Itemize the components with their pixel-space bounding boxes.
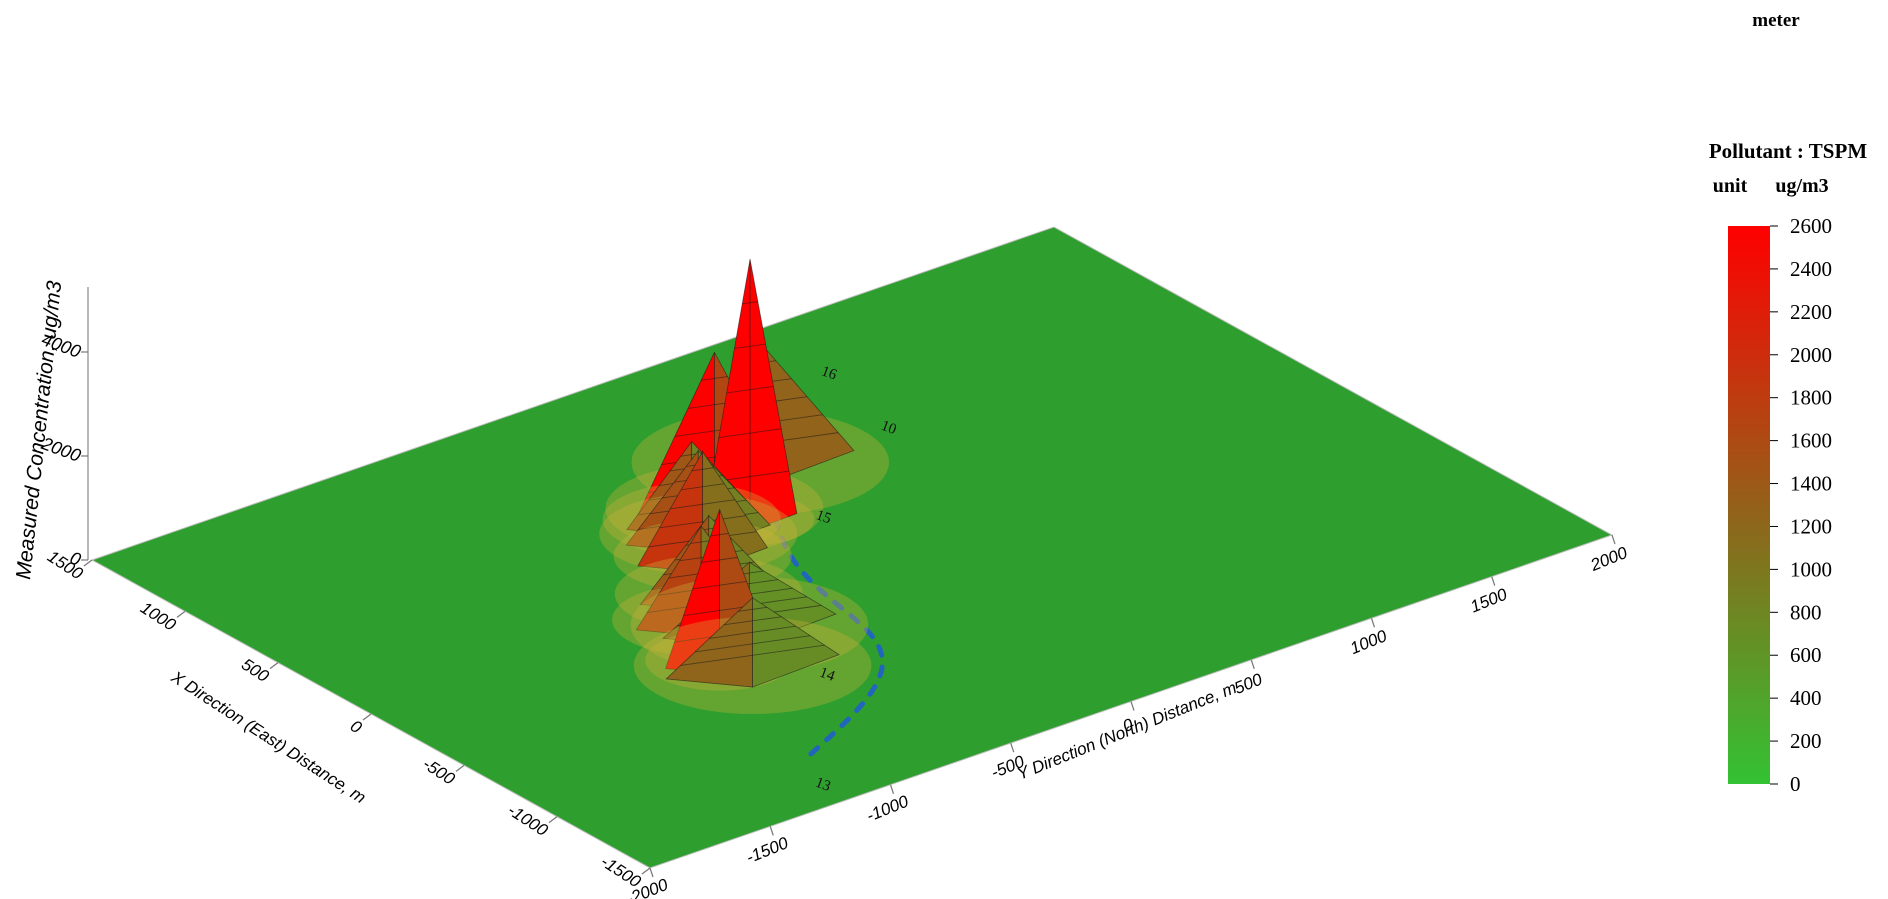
colorbar-tick-label: 1800 bbox=[1790, 386, 1832, 410]
y-tick-label: -1500 bbox=[743, 833, 791, 867]
colorbar-tick-label: 1000 bbox=[1790, 557, 1832, 581]
colorbar-tick-label: 2000 bbox=[1790, 343, 1832, 367]
y-tick-mark bbox=[1491, 576, 1496, 586]
receptor-labels: 13 14 15 10 16 bbox=[813, 363, 898, 795]
receptor-label: 14 bbox=[817, 665, 837, 685]
receptor-label: 10 bbox=[879, 418, 899, 438]
surface-peak bbox=[633, 596, 872, 715]
y-tick-mark bbox=[769, 826, 774, 836]
x-tick-mark bbox=[455, 764, 465, 772]
x-tick-mark bbox=[362, 713, 372, 721]
top-label: meter bbox=[1752, 10, 1800, 31]
colorbar-tick-label: 2200 bbox=[1790, 300, 1832, 324]
colorbar-tick-label: 400 bbox=[1790, 686, 1822, 710]
colorbar bbox=[1728, 226, 1770, 784]
colorbar-unit: ug/m3 bbox=[1775, 175, 1828, 197]
colorbar-ticks: 0 200 400 600 800 1000 1200 1400 1600 1800 2000 220… bbox=[1770, 214, 1832, 796]
y-tick-mark bbox=[1370, 618, 1376, 628]
colorbar-tick-label: 200 bbox=[1790, 729, 1822, 753]
y-tick-mark bbox=[1010, 742, 1015, 753]
y-tick-mark bbox=[1250, 659, 1255, 670]
colorbar-tick-label: 1200 bbox=[1790, 514, 1832, 538]
colorbar-tick-label: 2400 bbox=[1790, 257, 1832, 281]
x-tick-mark bbox=[641, 867, 651, 875]
colorbar-tick-label: 600 bbox=[1790, 643, 1822, 667]
colorbar-tick-label: 1400 bbox=[1790, 472, 1832, 496]
y-tick-label: -1000 bbox=[864, 791, 912, 825]
y-tick-mark bbox=[1130, 701, 1135, 711]
receptor-label: 15 bbox=[814, 507, 834, 527]
x-tick-mark bbox=[83, 559, 93, 567]
colorbar-unit-label: unit bbox=[1713, 175, 1748, 197]
x-tick-mark bbox=[269, 662, 279, 670]
y-tick-mark bbox=[649, 867, 654, 878]
z-axis-label: Measured Concentration, ug/m3 bbox=[12, 279, 66, 580]
colorbar-tick-label: 1600 bbox=[1790, 429, 1832, 453]
colorbar-title: Pollutant : TSPM bbox=[1709, 139, 1867, 163]
x-tick-label: 0 bbox=[347, 716, 366, 737]
receptor-label: 16 bbox=[819, 363, 839, 383]
receptor-label: 13 bbox=[813, 775, 833, 795]
y-tick-mark bbox=[889, 784, 895, 794]
y-tick-label: 1000 bbox=[1347, 626, 1390, 658]
concentration-surface bbox=[599, 259, 889, 715]
y-tick-mark bbox=[1611, 534, 1616, 545]
y-tick-label: 2000 bbox=[1587, 543, 1631, 575]
colorbar-tick-label: 800 bbox=[1790, 600, 1822, 624]
y-tick-label: 1500 bbox=[1468, 584, 1511, 616]
colorbar-tick-label: 2600 bbox=[1790, 214, 1832, 238]
colorbar-tick-label: 0 bbox=[1790, 772, 1801, 796]
x-tick-label: 500 bbox=[238, 655, 273, 687]
x-tick-mark bbox=[548, 816, 558, 824]
x-tick-mark bbox=[176, 610, 186, 618]
